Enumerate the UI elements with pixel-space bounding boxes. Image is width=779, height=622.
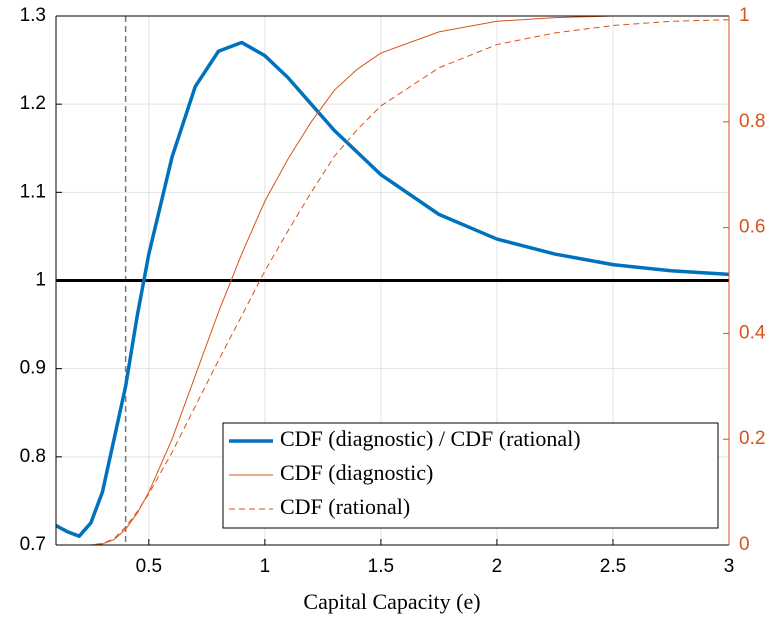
x-tick-label: 3 xyxy=(724,556,735,577)
y2-tick-label: 1 xyxy=(739,5,750,26)
y2-tick-label: 0.8 xyxy=(739,111,765,132)
y-tick-label: 1.3 xyxy=(20,5,46,26)
y2-tick-label: 0.2 xyxy=(739,428,765,449)
series-line xyxy=(56,15,729,546)
series-line xyxy=(55,40,730,538)
y-tick-label: 0.8 xyxy=(20,446,46,467)
y2-tick-label: 0.6 xyxy=(739,217,765,238)
legend-label: CDF (diagnostic) / CDF (rational) xyxy=(280,426,581,451)
y2-tick-label: 0.4 xyxy=(739,322,766,343)
x-tick-label: 0.5 xyxy=(136,556,162,577)
legend-label: CDF (diagnostic) xyxy=(280,460,433,485)
y-tick-label: 1 xyxy=(35,270,46,291)
y-tick-label: 0.9 xyxy=(20,358,46,379)
y-tick-label: 1.2 xyxy=(20,93,46,114)
x-tick-label: 2 xyxy=(492,556,503,577)
y-tick-label: 0.7 xyxy=(20,534,46,555)
legend-label: CDF (rational) xyxy=(280,494,410,519)
legend-box xyxy=(222,422,719,529)
x-axis-label: Capital Capacity (e) xyxy=(303,589,480,614)
y-tick-label: 1.1 xyxy=(20,181,46,202)
x-tick-label: 1 xyxy=(260,556,271,577)
y2-tick-label: 0 xyxy=(739,534,750,555)
series-line xyxy=(56,19,730,546)
x-tick-label: 2.5 xyxy=(600,556,626,577)
x-tick-label: 1.5 xyxy=(368,556,394,577)
